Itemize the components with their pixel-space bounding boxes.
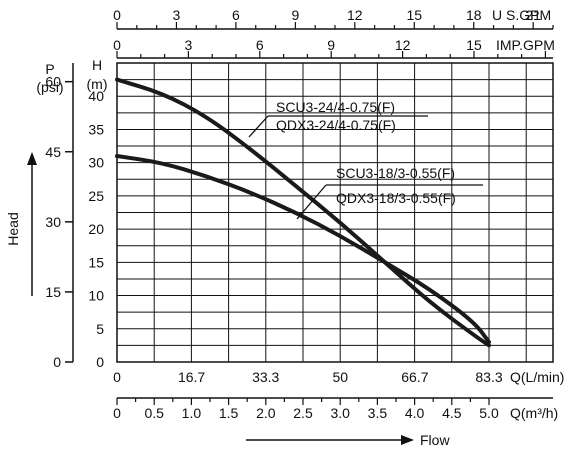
y-tick-head: 30 <box>88 155 104 171</box>
y-label-h: H <box>92 57 102 73</box>
y-tick-head: 5 <box>96 321 104 337</box>
head-arrow-icon <box>27 152 37 165</box>
x-tick-usgpm: 0 <box>113 7 121 23</box>
x-tick-usgpm: 3 <box>173 7 181 23</box>
x-tick-m3h: 3.5 <box>368 405 388 421</box>
x-tick-impgpm: 12 <box>395 37 411 53</box>
psi-tick: 0 <box>53 354 61 370</box>
x-tick-m3h: 0.5 <box>144 405 164 421</box>
x-tick-impgpm: 6 <box>256 37 264 53</box>
curve-1 <box>115 77 491 348</box>
psi-tick: 30 <box>45 214 61 230</box>
y-tick-head: 35 <box>88 121 104 137</box>
psi-tick: 15 <box>45 284 61 300</box>
psi-label-p: P <box>45 61 54 77</box>
x-axis-title: Flow <box>420 432 450 448</box>
x-tick-impgpm: 9 <box>327 37 335 53</box>
x-tick-m3h: 1.5 <box>219 405 239 421</box>
x-tick-m3h: 2.5 <box>293 405 313 421</box>
performance-curves <box>115 77 491 348</box>
axis-labels: SCU3-24/4-0.75(F) QDX3-24/4-0.75(F) SCU3-1… <box>5 99 483 448</box>
curve-label-scu3-24: SCU3-24/4-0.75(F) <box>276 99 395 115</box>
x-tick-impgpm: 0 <box>113 37 121 53</box>
x-tick-impgpm: 15 <box>466 37 482 53</box>
psi-label-unit: (psi) <box>36 79 63 95</box>
curve-label-qdx3-18: QDX3-18/3-0.55(F) <box>336 190 456 206</box>
leader-line-2 <box>296 184 327 220</box>
x-tick-usgpm: 12 <box>347 7 363 23</box>
x-tick-usgpm: 18 <box>466 7 482 23</box>
y-tick-head: 20 <box>88 221 104 237</box>
y-tick-head: 25 <box>88 188 104 204</box>
x-tick-lmin: 16.7 <box>178 369 205 385</box>
y-tick-head: 40 <box>88 88 104 104</box>
psi-tick: 45 <box>45 144 61 160</box>
x-tick-usgpm: 6 <box>232 7 240 23</box>
x-tick-m3h: 2.0 <box>256 405 276 421</box>
x-tick-m3h: 5.0 <box>479 405 499 421</box>
x-tick-m3h: 0 <box>113 405 121 421</box>
x-tick-usgpm: 9 <box>291 7 299 23</box>
plot-frame <box>116 62 554 363</box>
x-tick-m3h: 3.0 <box>330 405 350 421</box>
psi-tick: 60 <box>45 74 61 90</box>
x-label-usgpm: U S.GPM <box>492 7 551 23</box>
curve-label-scu3-18: SCU3-18/3-0.55(F) <box>336 165 455 181</box>
x-tick-usgpm: 21 <box>525 7 541 23</box>
x-tick-impgpm: 3 <box>185 37 193 53</box>
flow-arrow-icon <box>401 435 414 445</box>
x-tick-m3h: 1.0 <box>182 405 202 421</box>
x-label-m3h: Q(m³/h) <box>510 405 558 421</box>
curve-2 <box>115 154 491 345</box>
x-tick-m3h: 4.0 <box>405 405 425 421</box>
curve-label-qdx3-24: QDX3-24/4-0.75(F) <box>276 117 396 133</box>
y-tick-head: 10 <box>88 288 104 304</box>
x-tick-lmin: 83.3 <box>475 369 502 385</box>
leader-line-1 <box>248 115 269 138</box>
x-label-lmin: Q(L/min) <box>510 369 564 385</box>
y-tick-head: 15 <box>88 254 104 270</box>
x-tick-lmin: 0 <box>113 369 121 385</box>
y-tick-head: 0 <box>96 354 104 370</box>
x-tick-m3h: 4.5 <box>442 405 462 421</box>
x-tick-usgpm: 15 <box>406 7 422 23</box>
x-label-impgpm: IMP.GPM <box>496 37 555 53</box>
y-label-h-unit: (m) <box>87 76 108 92</box>
y-axis-title: Head <box>5 212 21 245</box>
x-tick-lmin: 66.7 <box>401 369 428 385</box>
x-tick-lmin: 50 <box>333 369 349 385</box>
x-tick-lmin: 33.3 <box>252 369 279 385</box>
